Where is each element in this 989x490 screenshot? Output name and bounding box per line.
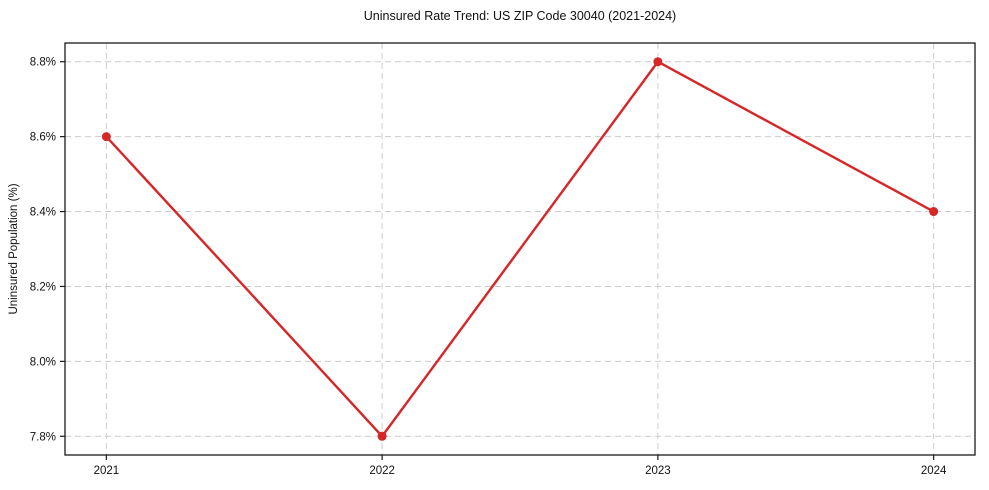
chart-title: Uninsured Rate Trend: US ZIP Code 30040 … bbox=[363, 9, 677, 23]
x-tick-label: 2023 bbox=[645, 465, 671, 477]
x-tick-label: 2022 bbox=[369, 465, 395, 477]
y-tick-label: 8.0% bbox=[30, 356, 56, 368]
plot-frame bbox=[64, 42, 976, 456]
data-point bbox=[929, 207, 939, 217]
trend-line bbox=[105, 60, 935, 438]
y-tick-label: 8.8% bbox=[30, 57, 56, 69]
y-tick-label: 8.2% bbox=[30, 281, 56, 293]
x-tick-label: 2021 bbox=[94, 465, 120, 477]
x-tick-label: 2024 bbox=[921, 465, 947, 477]
data-point bbox=[101, 132, 111, 142]
y-tick-label: 8.6% bbox=[30, 132, 56, 144]
y-tick-label: 7.8% bbox=[30, 431, 56, 443]
data-point bbox=[377, 431, 387, 441]
y-tick-label: 8.4% bbox=[30, 207, 56, 219]
data-point bbox=[653, 57, 663, 67]
